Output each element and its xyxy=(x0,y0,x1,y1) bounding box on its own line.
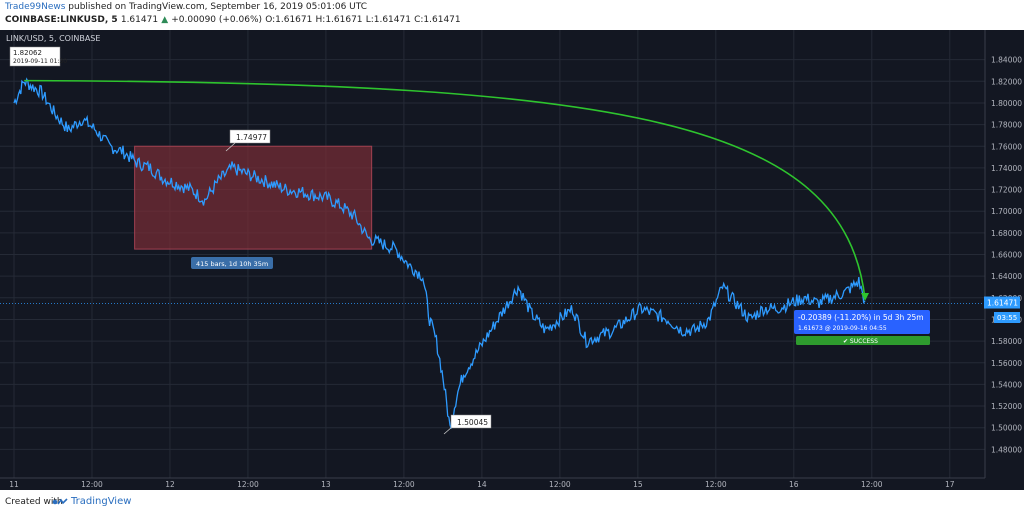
y-tick-label: 1.68000 xyxy=(991,229,1022,238)
x-tick-label: 15 xyxy=(633,480,643,489)
author-link[interactable]: Trade99News xyxy=(5,2,66,12)
y-tick-label: 1.80000 xyxy=(991,99,1022,108)
price-chart[interactable]: 1.84000 1.82000 1.80000 1.78000 1.76000 1.740… xyxy=(0,30,1024,490)
x-tick-label: 11 xyxy=(9,480,19,489)
x-tick-label: 12:00 xyxy=(81,480,103,489)
tradingview-brand: TradingView xyxy=(71,496,132,507)
x-axis: 11 12:00 12 12:00 13 12:00 14 12:00 15 12:00 16 12:… xyxy=(0,477,985,489)
start-label-box xyxy=(9,46,61,67)
range-high-box xyxy=(229,129,271,144)
y-tick-label: 1.54000 xyxy=(991,380,1022,389)
arrow-head xyxy=(860,293,869,302)
symbol-label: COINBASE:LINKUSD, 5 xyxy=(5,15,118,25)
y-tick-label: 1.64000 xyxy=(991,272,1022,281)
high-value: H:1.61671 xyxy=(315,15,363,25)
x-tick-label: 14 xyxy=(477,480,487,489)
low-value: 1.50045 xyxy=(457,418,488,427)
change-arrow-icon: ▲ xyxy=(161,15,169,25)
measure-line2: 1.61673 @ 2019-09-16 04:55 xyxy=(798,325,887,332)
chart-area[interactable]: 1.84000 1.82000 1.80000 1.78000 1.76000 1.740… xyxy=(0,30,1024,490)
close-value: C:1.61471 xyxy=(414,15,461,25)
range-high-annotation: 1.74977 xyxy=(225,129,271,152)
measure-label: -0.20389 (-11.20%) in 5d 3h 25m 1.61673 … xyxy=(794,310,930,334)
countdown-value: 03:55 xyxy=(997,314,1017,322)
created-with-text: Created with xyxy=(5,497,63,507)
y-tick-label: 1.76000 xyxy=(991,142,1022,151)
success-label: ✔ SUCCESS xyxy=(843,338,878,345)
publish-header: Trade99News published on TradingView.com… xyxy=(0,0,1024,30)
publish-info: Trade99News published on TradingView.com… xyxy=(5,2,367,12)
y-tick-label: 1.84000 xyxy=(991,56,1022,65)
y-tick-label: 1.58000 xyxy=(991,337,1022,346)
low-annotation: 1.50045 xyxy=(443,414,492,435)
range-box xyxy=(134,145,373,250)
x-tick-label: 13 xyxy=(321,480,331,489)
start-date: 2019-09-11 01:30 xyxy=(13,58,67,65)
x-tick-label: 12:00 xyxy=(705,480,727,489)
measure-arrow xyxy=(24,79,866,300)
current-price-value: 1.61471 xyxy=(987,299,1018,308)
success-badge: ✔ SUCCESS xyxy=(796,336,930,345)
x-tick-label: 12:00 xyxy=(237,480,259,489)
x-tick-label: 12:00 xyxy=(549,480,571,489)
y-tick-label: 1.74000 xyxy=(991,164,1022,173)
x-tick-label: 12 xyxy=(165,480,175,489)
chart-title: LINK/USD, 5, COINBASE xyxy=(6,34,100,43)
tradingview-logo-icon xyxy=(52,497,68,504)
price-change: +0.00090 (+0.06%) xyxy=(171,15,263,25)
y-tick-label: 1.72000 xyxy=(991,186,1022,195)
x-tick-label: 17 xyxy=(945,480,955,489)
measure-line1: -0.20389 (-11.20%) in 5d 3h 25m xyxy=(798,313,924,322)
low-label-box xyxy=(450,414,492,429)
footer: Created with TradingView xyxy=(0,490,1024,514)
open-value: O:1.61671 xyxy=(265,15,313,25)
last-price: 1.61471 xyxy=(120,15,159,25)
start-annotation: 1.82062 2019-09-11 01:30 xyxy=(9,46,67,67)
y-tick-label: 1.56000 xyxy=(991,359,1022,368)
range-label-text: 415 bars, 1d 10h 35m xyxy=(196,260,268,268)
price-line xyxy=(13,77,866,429)
y-tick-label: 1.66000 xyxy=(991,251,1022,260)
symbol-info: COINBASE:LINKUSD, 5 1.61471 ▲ +0.00090 (… xyxy=(5,15,461,25)
range-label: 415 bars, 1d 10h 35m xyxy=(191,257,273,269)
range-high-value: 1.74977 xyxy=(236,133,267,142)
y-tick-label: 1.78000 xyxy=(991,121,1022,130)
x-tick-label: 12:00 xyxy=(393,480,415,489)
start-value: 1.82062 xyxy=(13,49,42,57)
low-value: L:1.61471 xyxy=(365,15,411,25)
y-tick-label: 1.50000 xyxy=(991,424,1022,433)
tradingview-link[interactable]: TradingView xyxy=(52,496,131,507)
y-tick-label: 1.48000 xyxy=(991,445,1022,454)
y-tick-label: 1.52000 xyxy=(991,402,1022,411)
y-tick-label: 1.82000 xyxy=(991,77,1022,86)
y-axis: 1.84000 1.82000 1.80000 1.78000 1.76000 1.740… xyxy=(984,30,1024,490)
y-tick-label: 1.70000 xyxy=(991,207,1022,216)
current-price-tag: 1.61471 03:55 xyxy=(984,296,1020,323)
x-tick-label: 16 xyxy=(789,480,799,489)
y-axis-bg xyxy=(985,30,1024,490)
x-tick-label: 12:00 xyxy=(861,480,883,489)
published-text: published on TradingView.com, September … xyxy=(68,2,368,12)
